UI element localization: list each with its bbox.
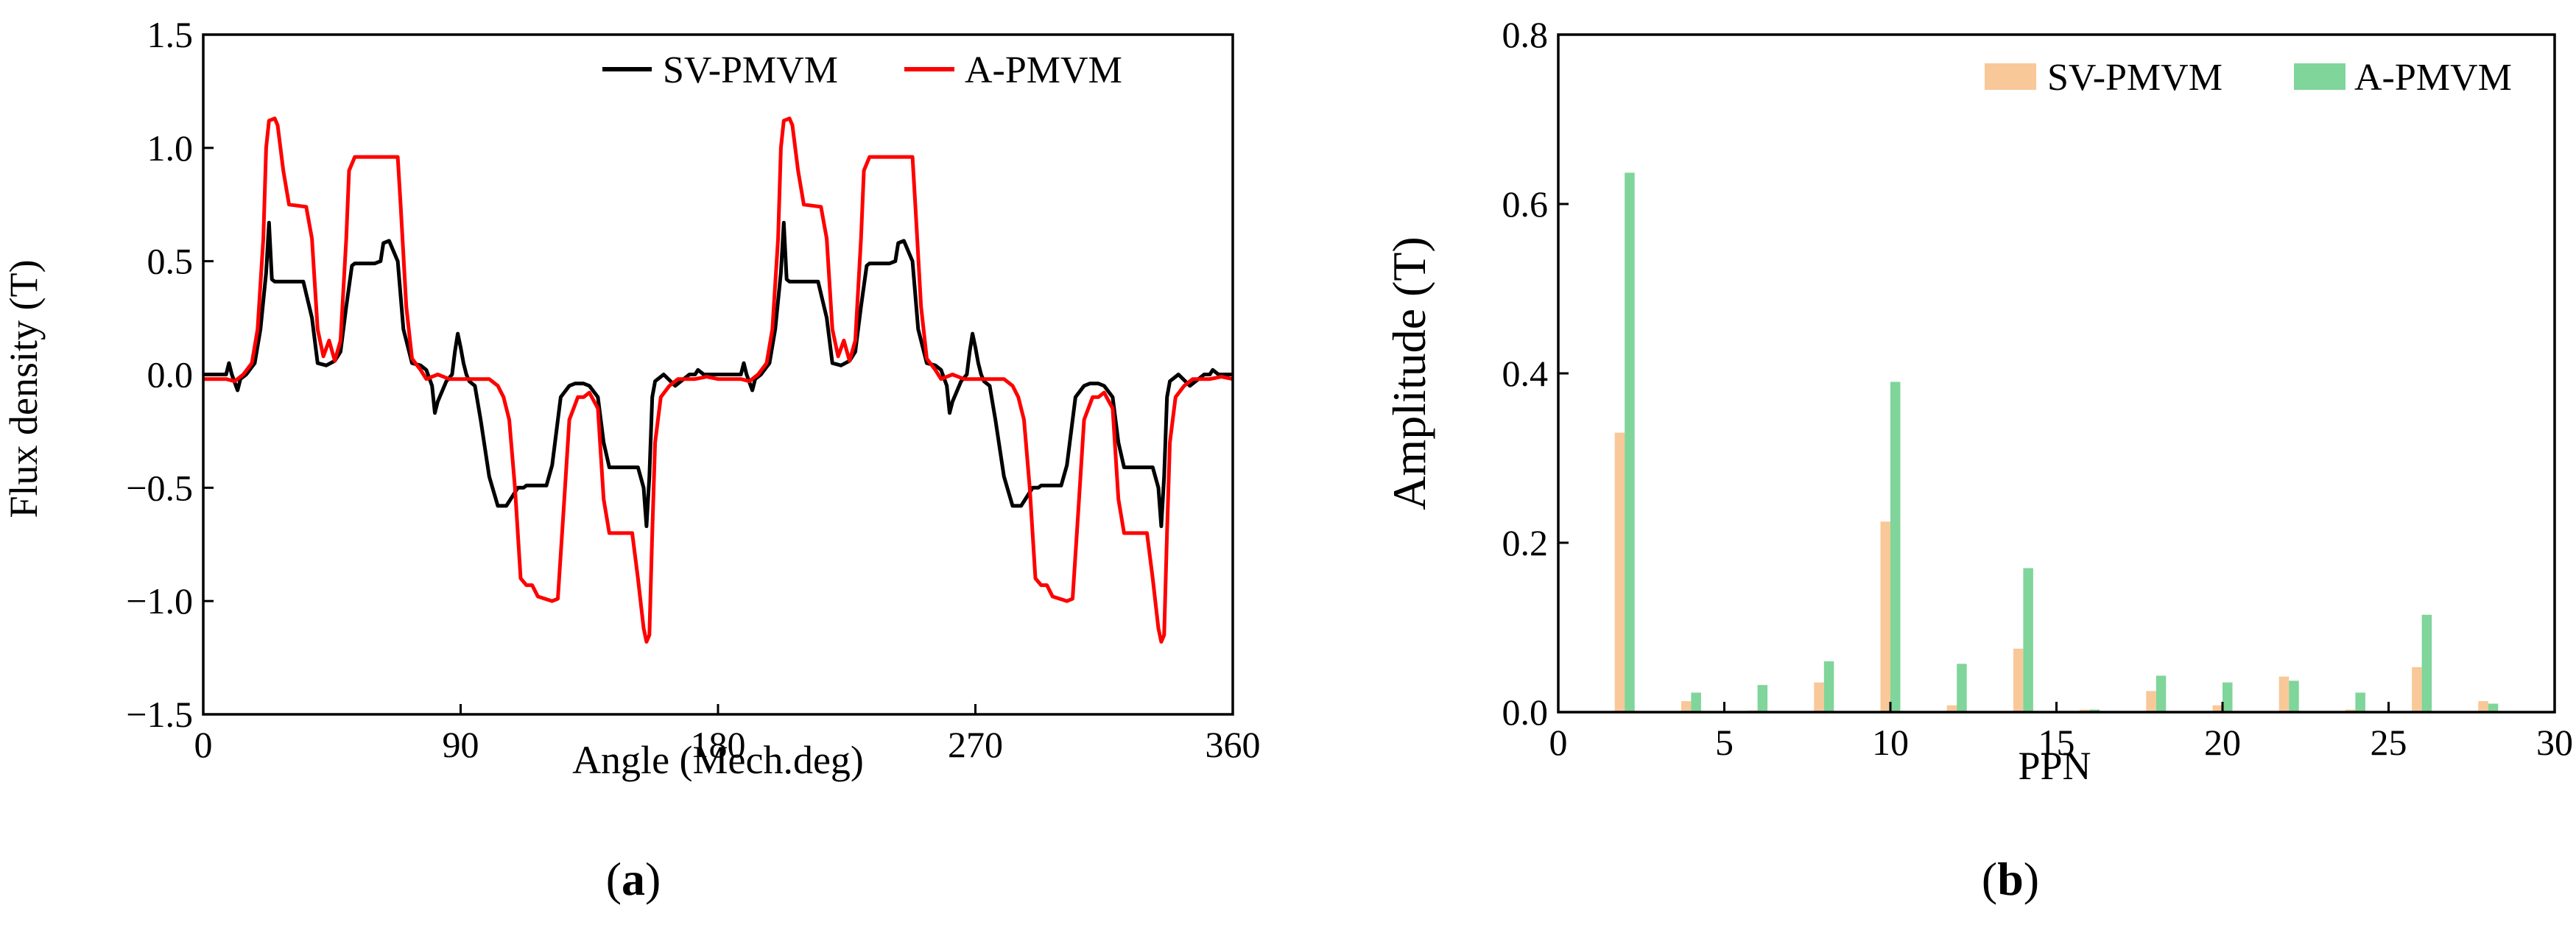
y-tick-label: 0.5 bbox=[147, 241, 194, 282]
bar-sv-pmvm-ppn-26 bbox=[2412, 667, 2422, 712]
legend-swatch-sv-pmvm bbox=[1985, 63, 2036, 90]
legend-label-a-pmvm: A-PMVM bbox=[2354, 57, 2512, 99]
bar-a-pmvm-ppn-4 bbox=[1691, 692, 1701, 712]
y-tick-label: 0.0 bbox=[1502, 692, 1549, 733]
x-tick-label: 0 bbox=[194, 724, 213, 765]
bar-chart-x-axis-title: PPN bbox=[2018, 744, 2091, 788]
bar-sv-pmvm-ppn-8 bbox=[1814, 682, 1824, 712]
series-line-a-pmvm bbox=[203, 116, 1234, 644]
x-tick-label: 25 bbox=[2371, 722, 2407, 763]
bar-chart-plot-area bbox=[1614, 172, 2499, 713]
x-tick-label: 0 bbox=[1549, 722, 1568, 763]
x-tick-label: 5 bbox=[1715, 722, 1734, 763]
bar-a-pmvm-ppn-28 bbox=[2488, 703, 2499, 712]
bar-a-pmvm-ppn-14 bbox=[2023, 568, 2033, 712]
bar-a-pmvm-ppn-26 bbox=[2421, 614, 2432, 712]
line-chart-legend: SV-PMVM A-PMVM bbox=[602, 49, 1122, 91]
x-tick-label: 30 bbox=[2536, 722, 2573, 763]
bar-sv-pmvm-ppn-4 bbox=[1681, 701, 1692, 712]
x-tick-label: 270 bbox=[948, 724, 1003, 765]
legend-swatch-a-pmvm bbox=[2294, 63, 2346, 90]
series-line-sv-pmvm bbox=[203, 220, 1233, 529]
bar-sv-pmvm-ppn-18 bbox=[2146, 691, 2156, 713]
bar-sv-pmvm-ppn-28 bbox=[2478, 701, 2488, 712]
panel-a-caption: (a) bbox=[606, 853, 661, 905]
bar-a-pmvm-ppn-20 bbox=[2223, 682, 2233, 712]
x-tick-label: 20 bbox=[2204, 722, 2241, 763]
bar-sv-pmvm-ppn-2 bbox=[1614, 432, 1625, 712]
bar-chart-legend: SV-PMVM A-PMVM bbox=[1985, 57, 2512, 99]
bar-chart-frame bbox=[1557, 33, 2556, 714]
bar-a-pmvm-ppn-18 bbox=[2156, 675, 2167, 712]
panel-b-caption: (b) bbox=[1982, 853, 2039, 905]
x-tick-label: 15 bbox=[2038, 722, 2075, 763]
y-tick-label: 0.0 bbox=[147, 354, 194, 395]
y-tick-label: 0.4 bbox=[1502, 353, 1549, 394]
legend-label-a-pmvm: A-PMVM bbox=[965, 49, 1122, 91]
y-tick-label: −1.5 bbox=[126, 694, 193, 735]
y-tick-label: 0.2 bbox=[1502, 522, 1549, 563]
y-tick-label: 1.5 bbox=[147, 14, 194, 55]
line-chart-y-axis-title: Flux density (T) bbox=[1, 260, 46, 518]
line-chart-ticks: 0 90 180 270 360 1.5 1.0 0.5 0.0 −0.5 −1.0 −1.5 bbox=[126, 14, 1260, 765]
x-tick-label: 360 bbox=[1206, 724, 1261, 765]
panel-b-letter: b bbox=[1997, 853, 2024, 905]
panel-b: 0 5 10 15 20 25 30 0.0 0.2 0.4 0.6 0.8 Amplitude (T… bbox=[1383, 14, 2573, 905]
bar-a-pmvm-ppn-22 bbox=[2289, 680, 2299, 712]
line-chart-x-axis-title: Angle (Mech.deg) bbox=[572, 738, 864, 782]
legend-label-sv-pmvm: SV-PMVM bbox=[663, 49, 838, 91]
bar-a-pmvm-ppn-8 bbox=[1823, 661, 1834, 712]
y-tick-label: −0.5 bbox=[126, 467, 193, 508]
bar-a-pmvm-ppn-6 bbox=[1757, 685, 1768, 712]
panel-a: 0 90 180 270 360 1.5 1.0 0.5 0.0 −0.5 −1.0 −1.5 Flu… bbox=[1, 14, 1261, 905]
y-tick-label: −1.0 bbox=[126, 580, 193, 622]
bar-sv-pmvm-ppn-22 bbox=[2278, 676, 2290, 712]
bar-a-pmvm-ppn-12 bbox=[1957, 664, 1967, 712]
bar-a-pmvm-ppn-2 bbox=[1625, 172, 1635, 712]
x-tick-label: 90 bbox=[443, 724, 479, 765]
x-tick-label: 180 bbox=[691, 724, 746, 765]
y-tick-label: 0.6 bbox=[1502, 183, 1549, 225]
bar-a-pmvm-ppn-24 bbox=[2355, 692, 2365, 712]
bar-sv-pmvm-ppn-14 bbox=[2013, 648, 2024, 712]
legend-label-sv-pmvm: SV-PMVM bbox=[2047, 57, 2223, 99]
line-chart-plot-area bbox=[203, 116, 1234, 644]
bar-sv-pmvm-ppn-20 bbox=[2212, 705, 2223, 712]
y-tick-label: 0.8 bbox=[1502, 14, 1549, 55]
y-tick-label: 1.0 bbox=[147, 127, 194, 169]
bar-a-pmvm-ppn-10 bbox=[1890, 381, 1901, 712]
panel-a-letter: a bbox=[622, 853, 645, 905]
bar-chart-ticks: 0 5 10 15 20 25 30 0.0 0.2 0.4 0.6 0.8 bbox=[1502, 14, 2574, 763]
x-tick-label: 10 bbox=[1872, 722, 1909, 763]
bar-sv-pmvm-ppn-12 bbox=[1946, 705, 1957, 712]
bar-sv-pmvm-ppn-10 bbox=[1880, 521, 1890, 713]
bar-chart-y-axis-title: Amplitude (T) bbox=[1383, 236, 1435, 510]
